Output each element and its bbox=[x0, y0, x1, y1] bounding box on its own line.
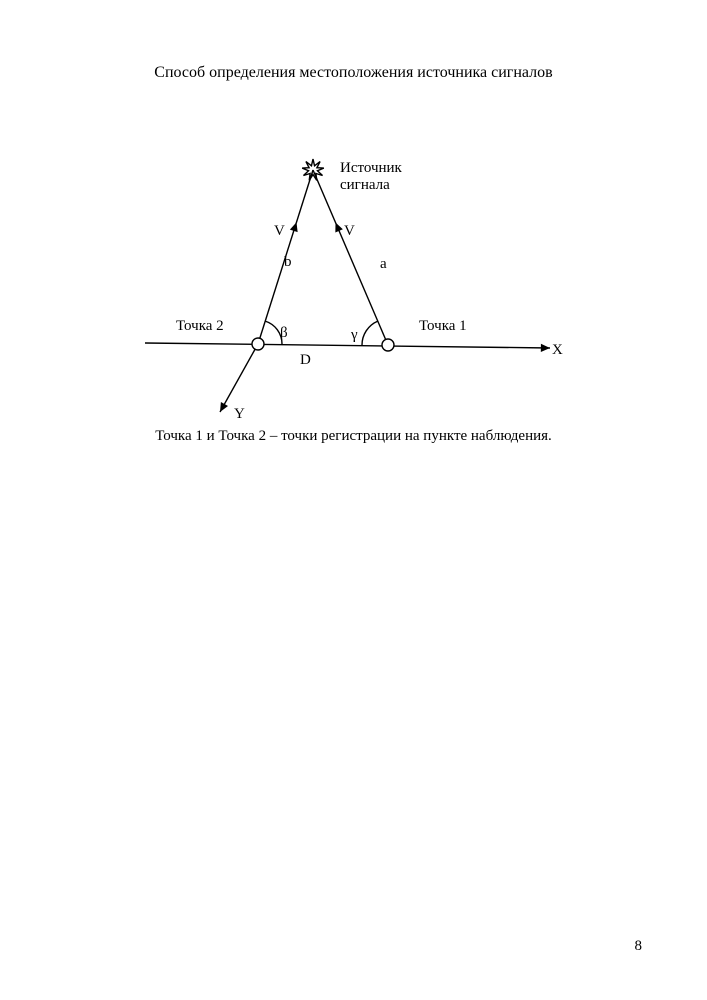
page-title: Способ определения местоположения источн… bbox=[0, 64, 707, 82]
figure-caption: Точка 1 и Точка 2 – точки регистрации на… bbox=[0, 428, 707, 445]
label-tochka2: Точка 2 bbox=[176, 318, 224, 335]
label-X: X bbox=[552, 342, 563, 359]
triangulation-diagram: Источниксигнала V Vb a β γ Точка 2 Точка 1 D X Y bbox=[130, 150, 580, 430]
label-gamma: γ bbox=[351, 327, 358, 344]
label-D: D bbox=[300, 352, 311, 369]
label-source-0: Источник bbox=[340, 160, 402, 177]
label-V_right: V bbox=[344, 223, 355, 240]
page-number: 8 bbox=[635, 938, 643, 955]
label-a: a bbox=[380, 256, 387, 273]
label-b: b bbox=[284, 254, 292, 271]
label-tochka1: Точка 1 bbox=[419, 318, 467, 335]
label-Y: Y bbox=[234, 406, 245, 423]
label-beta: β bbox=[280, 325, 288, 342]
label-source-1: сигнала bbox=[340, 177, 390, 194]
label-V_left: V bbox=[274, 223, 285, 240]
